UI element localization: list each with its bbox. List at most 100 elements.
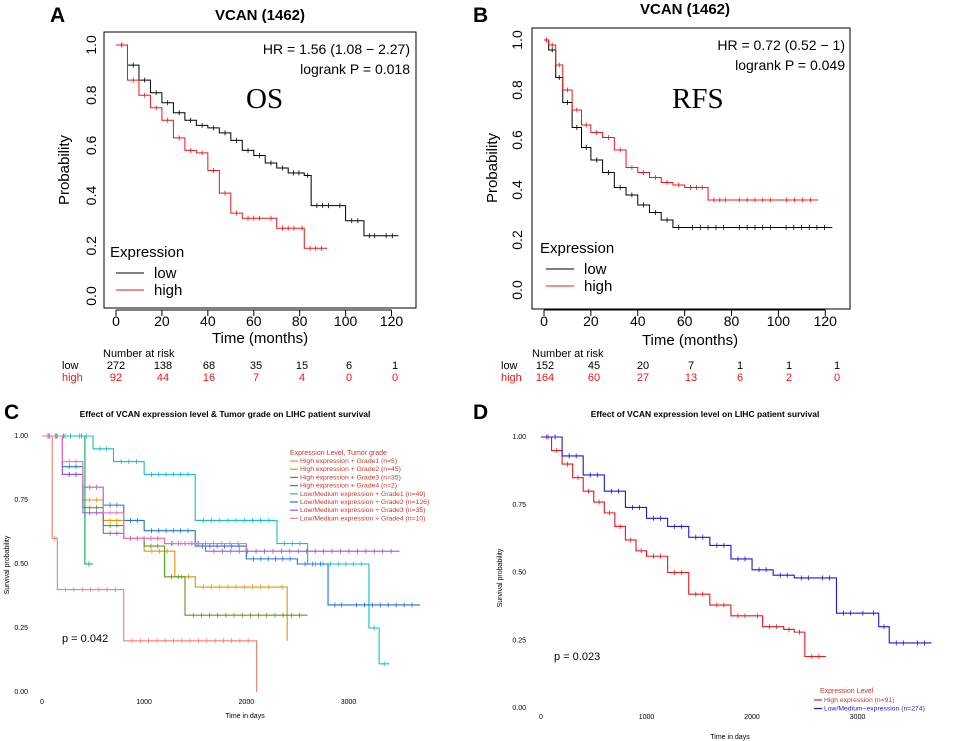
x-tick-label-d-2000: 2000: [744, 714, 760, 721]
risk-low-a-5: 6: [346, 360, 352, 372]
legend-entry-d-0: High expression (n=91): [824, 697, 894, 704]
y-tick-label-c-0.75: 0.75: [14, 497, 28, 504]
risk-high-b-4: 6: [737, 372, 743, 384]
legend-entry-c-0: High expression + Grade1 (n=5): [300, 458, 397, 465]
risk-low-a-6: 1: [392, 360, 398, 372]
risk-low-label-a: low: [62, 360, 79, 372]
risk-low-label-b: low: [501, 360, 518, 372]
y-tick-label-d-0.50: 0.50: [512, 570, 526, 577]
legend-entry-c-3: High expression + Grade4 (n=2): [300, 483, 397, 490]
risk-high-a-6: 0: [392, 372, 398, 384]
risk-low-b-6: 1: [834, 360, 840, 372]
legend-c: High expression + Grade1 (n=5)High expre…: [290, 458, 429, 522]
risk-low-a-1: 138: [154, 360, 172, 372]
y-label-d: Survival probability: [497, 548, 504, 607]
plot-frame-a: [103, 31, 417, 309]
x-tick-label-a-0: 0: [112, 313, 120, 329]
x-label-d: Time in days: [710, 734, 750, 741]
risk-high-b-2: 27: [637, 372, 649, 384]
risk-table-a: 272 138 68 35 15 6 1 92 44 16 7 4 0 0: [107, 360, 398, 384]
x-label-c: Time in days: [225, 713, 265, 720]
legend-low-b: low: [584, 261, 607, 278]
y-tick-label-d-0.25: 0.25: [512, 637, 526, 644]
risk-high-b-3: 13: [685, 372, 697, 384]
risk-low-a-0: 272: [107, 360, 125, 372]
curve-d-low-medium-expression-n-274-: [541, 436, 932, 644]
y-tick-label-a-0.4: 0.4: [83, 186, 99, 206]
legend-low-a: low: [154, 265, 177, 282]
panel-letter-d: D: [473, 401, 488, 424]
y-tick-label-a-0.0: 0.0: [83, 286, 99, 306]
legend-high-b: high: [584, 278, 612, 295]
curves-a: [116, 42, 399, 251]
hr-text-b: HR = 0.72 (0.52 − 1): [717, 37, 845, 53]
y-tick-label-c-0.50: 0.50: [14, 561, 28, 568]
curves-c: [42, 433, 420, 692]
legend-d: High expression (n=91) Low/Medium−express…: [814, 697, 925, 713]
panel-d-title: Effect of VCAN expression level on LIHC …: [591, 409, 820, 419]
x-tick-label-b-40: 40: [630, 313, 646, 329]
risk-high-a-4: 4: [299, 372, 305, 384]
risk-high-b-1: 60: [588, 372, 600, 384]
x-tick-label-b-120: 120: [814, 313, 838, 329]
legend-entry-c-2: High expression + Grade3 (n=35): [300, 474, 401, 481]
y-tick-label-a-1.0: 1.0: [83, 35, 99, 55]
legend-entry-c-7: Low/Medium expression + Grade4 (n=10): [300, 515, 425, 522]
x-tick-label-b-20: 20: [583, 313, 599, 329]
risk-low-b-3: 7: [688, 360, 694, 372]
legend-high-a: high: [154, 282, 182, 299]
os-label: OS: [246, 83, 283, 115]
panel-c-title: Effect of VCAN expression level & Tumor …: [80, 409, 371, 419]
y-tick-label-b-0.4: 0.4: [509, 180, 525, 200]
p-value-c: p = 0.042: [62, 633, 108, 645]
y-tick-label-a-0.6: 0.6: [83, 135, 99, 155]
y-tick-label-b-0.6: 0.6: [509, 130, 525, 150]
plot-frame-b: [531, 27, 851, 310]
y-tick-label-b-0.2: 0.2: [509, 230, 525, 250]
x-tick-label-c-0: 0: [40, 699, 44, 706]
y-tick-label-a-0.8: 0.8: [83, 85, 99, 105]
x-tick-label-a-120: 120: [380, 313, 404, 329]
x-tick-label-a-100: 100: [334, 313, 358, 329]
panel-c: C Effect of VCAN expression level & Tumo…: [4, 401, 429, 720]
y-tick-label-d-1.00: 1.00: [512, 434, 526, 441]
y-tick-label-c-0.25: 0.25: [14, 625, 28, 632]
x-tick-label-d-3000: 3000: [850, 714, 866, 721]
curve-c-low-medium-expression-grade4-n-10-: [42, 435, 247, 552]
panel-a: A VCAN (1462) HR = 1.56 (1.08 − 2.27) lo…: [50, 4, 417, 384]
axes-a: 0 20 40 60 80 100 120 0.0 0.2 0.4 0.6 0.8 1.0: [83, 35, 403, 329]
panel-letter-b: B: [473, 4, 488, 27]
axes-d: 0 1000 2000 3000 0.00 0.25 0.50 0.75 1.00: [512, 434, 865, 721]
x-tick-label-b-60: 60: [677, 313, 693, 329]
legend-title-c: Expression Level, Tumor grade: [290, 450, 387, 457]
rfs-label: RFS: [672, 83, 724, 115]
risk-low-b-0: 152: [536, 360, 554, 372]
x-tick-label-d-0: 0: [539, 714, 543, 721]
legend-entry-c-1: High expression + Grade2 (n=45): [300, 466, 401, 473]
x-tick-label-c-3000: 3000: [341, 699, 357, 706]
y-label-c: Survival probability: [4, 535, 11, 594]
logrank-text-a: logrank P = 0.018: [300, 61, 410, 77]
x-tick-label-b-0: 0: [540, 313, 548, 329]
risk-title-a: Number at risk: [103, 348, 175, 360]
y-label-a: Probability: [56, 134, 73, 205]
risk-high-label-a: high: [62, 372, 83, 384]
risk-high-b-6: 0: [834, 372, 840, 384]
legend-entry-c-5: Low/Medium expression + Grade2 (n=126): [300, 499, 429, 506]
risk-low-b-4: 1: [737, 360, 743, 372]
legend-entry-c-4: Low/Medium expression + Grade1 (n=49): [300, 491, 425, 498]
legend-entry-c-6: Low/Medium expression + Grade3 (n=35): [300, 507, 425, 514]
legend-title-a: Expression: [110, 244, 184, 261]
x-tick-label-a-80: 80: [292, 313, 308, 329]
risk-low-a-4: 15: [296, 360, 308, 372]
y-label-b: Probability: [484, 132, 501, 203]
panel-letter-a: A: [50, 4, 65, 27]
x-tick-label-b-100: 100: [767, 313, 791, 329]
legend-entry-d-1: Low/Medium−expression (n=274): [824, 706, 925, 713]
x-tick-label-a-40: 40: [200, 313, 216, 329]
x-tick-label-c-2000: 2000: [239, 699, 255, 706]
x-tick-label-b-80: 80: [724, 313, 740, 329]
legend-title-d: Expression Level: [820, 688, 874, 695]
